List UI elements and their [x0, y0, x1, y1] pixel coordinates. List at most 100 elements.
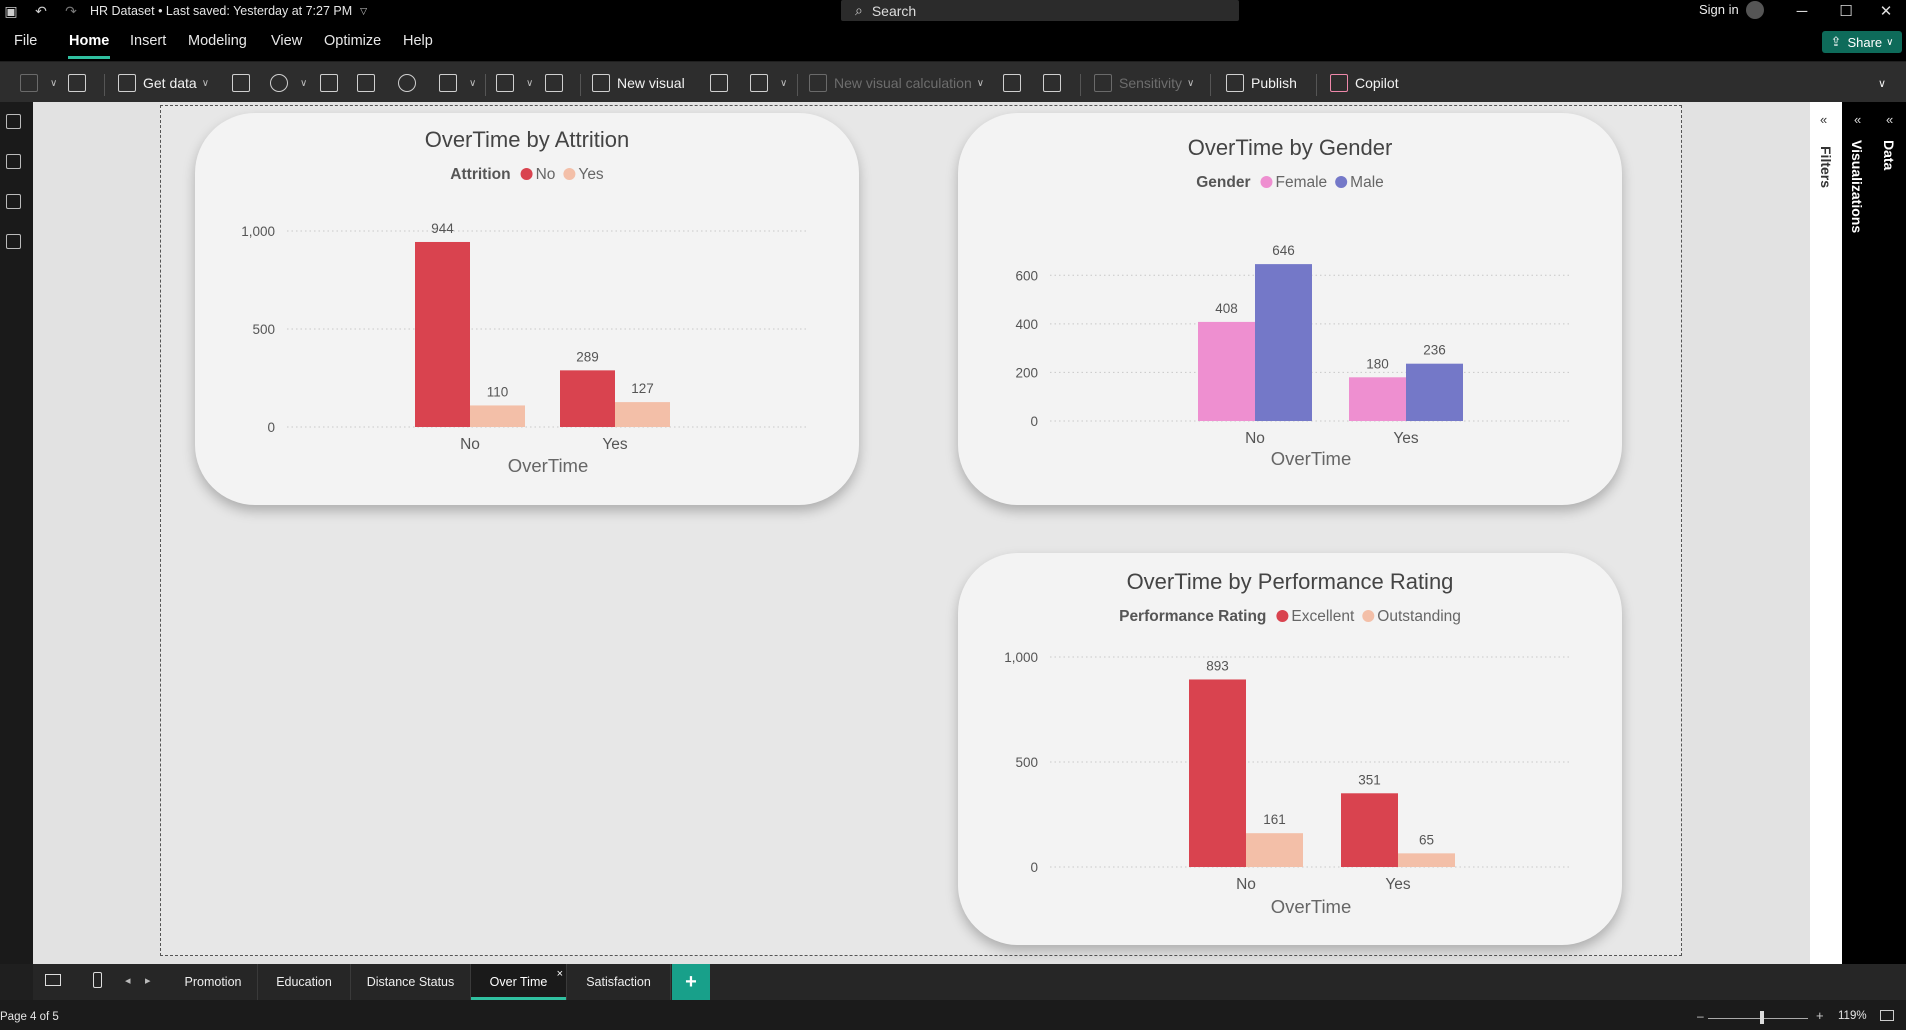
new-measure-button[interactable] [1003, 72, 1028, 94]
data-view-button[interactable]: ∨ [496, 72, 533, 94]
copilot-button[interactable]: Copilot [1330, 72, 1399, 94]
desktop-layout-icon[interactable] [45, 974, 61, 986]
minimize-icon[interactable]: ─ [1796, 2, 1808, 20]
onelake-button[interactable]: ∨ [270, 72, 307, 94]
menu-modeling[interactable]: Modeling [188, 33, 247, 49]
visualizations-pane-collapsed[interactable]: « Visualizations [1844, 102, 1874, 964]
zoom-slider[interactable] [1708, 1018, 1808, 1019]
get-data-button[interactable]: Get data ∨ [118, 72, 209, 94]
scroll-right-icon[interactable]: ▸ [145, 975, 151, 987]
x-axis-title: OverTime [1271, 448, 1352, 469]
legend-entry-0: Excellent [1291, 608, 1355, 625]
chart-title: OverTime by Gender [1188, 135, 1393, 160]
dax-query-view-icon[interactable] [6, 234, 21, 249]
y-tick-label-3: 600 [1015, 268, 1038, 283]
maximize-icon[interactable]: ☐ [1839, 3, 1853, 20]
chart-legend: Gender Female Male [1196, 174, 1384, 191]
legend-marker-0 [1276, 610, 1289, 622]
document-title[interactable]: HR Dataset • Last saved: Yesterday at 7:… [90, 4, 353, 18]
undo-icon[interactable]: ↶ [35, 2, 47, 19]
copilot-label: Copilot [1355, 75, 1399, 91]
text-box-icon [710, 74, 728, 92]
quick-measure-button[interactable] [1043, 72, 1068, 94]
sign-in-link[interactable]: Sign in [1699, 2, 1739, 17]
data-view-icon [496, 74, 514, 92]
ribbon-separator [1080, 74, 1081, 96]
sensitivity-button[interactable]: Sensitivity ∨ [1094, 72, 1194, 94]
publish-icon [1226, 74, 1244, 92]
save-icon[interactable]: ▣ [4, 2, 18, 19]
user-avatar-icon[interactable] [1746, 1, 1764, 19]
zoom-slider-thumb[interactable] [1760, 1011, 1764, 1024]
chevron-left-icon: « [1820, 112, 1828, 127]
chevron-down-icon: ∨ [1886, 36, 1894, 48]
share-button[interactable]: ⇪ Share ∨ [1822, 31, 1902, 53]
paste-button[interactable]: ∨ [20, 72, 57, 94]
report-view-icon[interactable] [6, 114, 21, 129]
menu-help[interactable]: Help [403, 33, 433, 49]
add-page-button[interactable]: + [672, 964, 710, 1000]
quick-measure-icon [1043, 74, 1061, 92]
zoom-out-button[interactable]: – [1697, 1009, 1704, 1023]
excel-button[interactable] [232, 72, 257, 94]
text-box-button[interactable] [710, 72, 735, 94]
more-visuals-button[interactable]: ∨ [750, 72, 787, 94]
title-dropdown-icon[interactable]: ▽ [360, 5, 368, 16]
scroll-left-icon[interactable]: ◂ [125, 975, 131, 987]
bar-yes-no [560, 370, 615, 427]
data-label: 893 [1206, 658, 1229, 673]
new-visual-button[interactable]: New visual [592, 72, 685, 94]
collapse-ribbon-button[interactable]: ∨ [1878, 72, 1886, 94]
chart-title: OverTime by Performance Rating [1127, 569, 1454, 594]
tab-distance-status[interactable]: Distance Status [351, 964, 471, 1000]
data-pane-collapsed[interactable]: « Data [1876, 102, 1906, 964]
close-tab-icon[interactable]: × [556, 968, 563, 980]
table-view-icon[interactable] [6, 154, 21, 169]
menu-insert[interactable]: Insert [130, 33, 167, 49]
chart-overtime-by-gender[interactable]: OverTime by Gender Gender Female Male 0 200 40… [958, 113, 1622, 505]
legend-marker-0 [1260, 176, 1273, 188]
visual-calculation-icon [809, 74, 827, 92]
y-tick-label-1: 500 [1015, 755, 1038, 770]
copilot-icon [1330, 74, 1348, 92]
mobile-layout-icon[interactable] [93, 972, 102, 988]
recent-sources-button[interactable] [398, 72, 423, 94]
transform-icon [439, 74, 457, 92]
search-input[interactable]: ⌕ Search [841, 0, 1239, 21]
refresh-button[interactable] [545, 72, 570, 94]
redo-icon[interactable]: ↷ [65, 2, 77, 19]
menu-view[interactable]: View [271, 33, 303, 49]
calculator-icon [1003, 74, 1021, 92]
bar-no-yes [470, 405, 525, 427]
menu-file[interactable]: File [14, 33, 38, 49]
chart-overtime-by-attrition[interactable]: OverTime by Attrition Attrition No Yes 0 500 1… [195, 113, 859, 505]
bar-no-female [1198, 321, 1255, 421]
fit-to-page-icon[interactable] [1880, 1010, 1894, 1021]
tab-promotion[interactable]: Promotion [169, 964, 258, 1000]
menu-optimize[interactable]: Optimize [324, 33, 382, 49]
sensitivity-label: Sensitivity [1119, 75, 1183, 91]
bar-yes-male [1406, 363, 1463, 421]
tab-satisfaction[interactable]: Satisfaction [567, 964, 671, 1000]
y-tick-label-2: 1,000 [1004, 650, 1038, 665]
enter-data-button[interactable] [357, 72, 382, 94]
zoom-in-button[interactable]: + [1816, 1008, 1824, 1023]
paste-icon [20, 74, 38, 92]
menu-home[interactable]: Home [69, 33, 110, 49]
chart-title: OverTime by Attrition [425, 127, 630, 152]
tab-education[interactable]: Education [258, 964, 351, 1000]
filters-pane-collapsed[interactable]: « Filters [1810, 102, 1842, 964]
new-visual-calculation-button[interactable]: New visual calculation ∨ [809, 72, 984, 94]
share-icon: ⇪ [1830, 34, 1842, 49]
format-painter-button[interactable] [68, 72, 93, 94]
model-view-icon[interactable] [6, 194, 21, 209]
close-icon[interactable]: ✕ [1879, 3, 1893, 20]
chart-overtime-by-performance-rating[interactable]: OverTime by Performance Rating Performanc… [958, 553, 1622, 945]
share-label: Share [1847, 34, 1883, 50]
publish-button[interactable]: Publish [1226, 72, 1297, 94]
chevron-down-icon: ∨ [1878, 77, 1887, 90]
dataverse-button[interactable] [320, 72, 345, 94]
tab-over-time[interactable]: Over Time × [471, 964, 567, 1000]
transform-data-button[interactable]: ∨ [439, 72, 476, 94]
data-label: 944 [431, 221, 454, 236]
